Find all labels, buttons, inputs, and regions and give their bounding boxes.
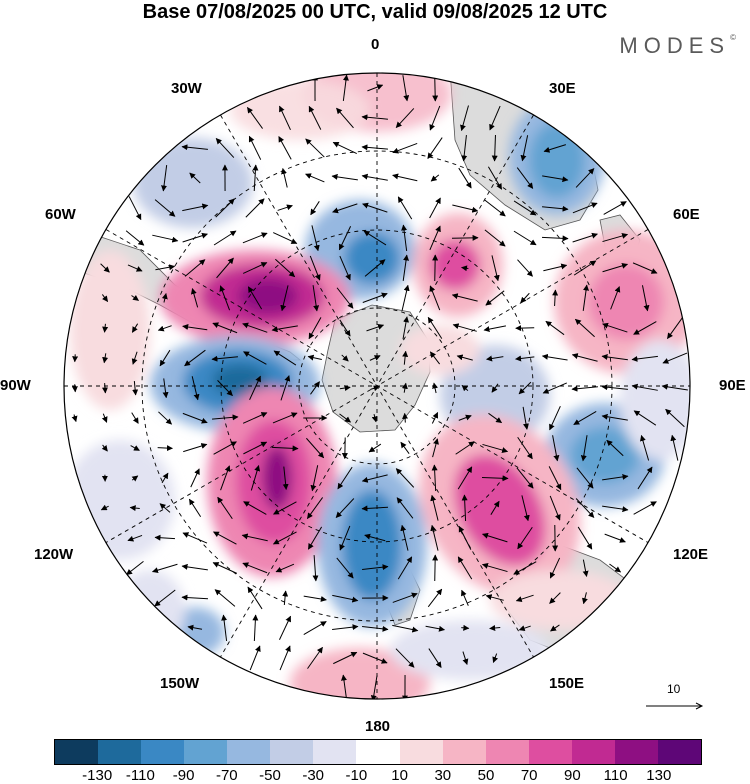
reference-vector-arrow-icon (644, 682, 704, 712)
colorbar-tick-label: -70 (216, 767, 238, 784)
colorbar-swatch (270, 740, 313, 764)
brand-logo: MODES© (619, 33, 736, 59)
colorbar-swatch (529, 740, 572, 764)
colorbar-swatch (443, 740, 486, 764)
lon-label-180: 180 (365, 719, 390, 735)
reference-vector: 10 (644, 682, 704, 712)
colorbar-tick-label: 90 (564, 767, 581, 784)
lon-label-90e: 90E (719, 378, 746, 394)
colorbar-tick-label: 130 (646, 767, 671, 784)
colorbar-tick-label: -90 (173, 767, 195, 784)
colorbar-tick-label: -50 (259, 767, 281, 784)
lon-label-30w: 30W (171, 81, 202, 97)
lon-label-60w: 60W (45, 207, 76, 223)
lon-label-0: 0 (371, 37, 379, 53)
colorbar-tick-label: -10 (346, 767, 368, 784)
colorbar-swatch (313, 740, 356, 764)
wind-vector (461, 628, 468, 629)
lon-label-150e: 150E (549, 676, 584, 692)
colorbar-swatch (572, 740, 615, 764)
colorbar-swatch (615, 740, 658, 764)
colorbar-tick-label: 30 (434, 767, 451, 784)
wind-vector (435, 555, 436, 581)
colorbar-swatch (658, 740, 701, 764)
wind-vector (75, 384, 76, 391)
lon-label-30e: 30E (549, 81, 576, 97)
colorbar-swatch (98, 740, 141, 764)
lon-label-120w: 120W (34, 547, 73, 563)
colorbar-swatch (356, 740, 399, 764)
colorbar-swatch (400, 740, 443, 764)
lon-label-90w: 90W (0, 378, 31, 394)
lon-label-120e: 120E (673, 547, 708, 563)
colorbar-tick-label: 110 (604, 767, 628, 784)
colorbar-tick-label: -30 (302, 767, 324, 784)
colorbar (54, 739, 702, 765)
colorbar-tick-label: 10 (391, 767, 408, 784)
colorbar-tick-label: -130 (82, 767, 112, 784)
wind-vector (452, 238, 478, 239)
colorbar-swatch (184, 740, 227, 764)
colorbar-tick-label: 70 (521, 767, 538, 784)
colorbar-tick-label: 50 (478, 767, 495, 784)
lon-label-60e: 60E (673, 207, 700, 223)
colorbar-swatch (141, 740, 184, 764)
wind-vector (516, 328, 534, 329)
brand-text: MODES (619, 33, 730, 58)
wind-vector (405, 413, 406, 422)
colorbar-swatch (486, 740, 529, 764)
colorbar-swatch (55, 740, 98, 764)
lon-label-150w: 150W (160, 676, 199, 692)
colorbar-swatch (227, 740, 270, 764)
colorbar-ticks: -130 -110 -90 -70 -50 -30 -10 10 30 50 70 90 110 130 (0, 767, 750, 783)
colorbar-tick-label: -110 (126, 767, 155, 784)
page-title: Base 07/08/2025 00 UTC, valid 09/08/2025… (0, 0, 750, 24)
pole-marker: + (373, 382, 379, 393)
copyright-mark: © (730, 33, 736, 42)
